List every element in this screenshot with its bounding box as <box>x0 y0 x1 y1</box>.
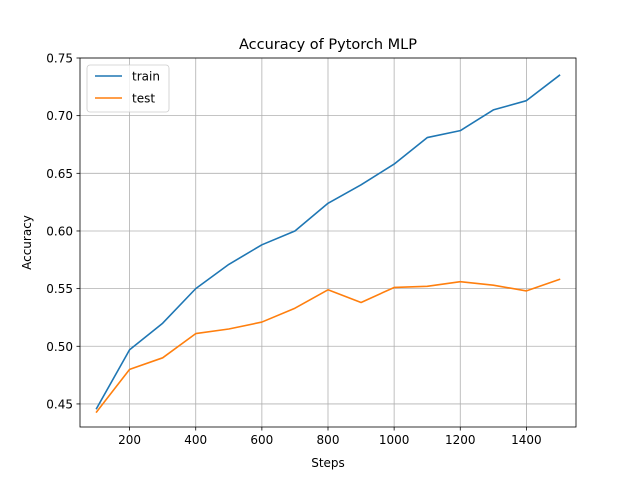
y-tick-label: 0.50 <box>46 340 73 354</box>
y-tick-label: 0.75 <box>46 52 73 66</box>
x-tick-label: 1400 <box>511 433 542 447</box>
y-axis-label: Accuracy <box>20 215 34 270</box>
legend-label-train: train <box>132 70 160 84</box>
legend-label-test: test <box>132 92 155 106</box>
y-tick-label: 0.45 <box>46 397 73 411</box>
x-tick-label: 1200 <box>445 433 476 447</box>
x-tick-label: 200 <box>118 433 141 447</box>
y-tick-label: 0.60 <box>46 224 73 238</box>
chart-title: Accuracy of Pytorch MLP <box>239 37 417 53</box>
y-tick-label: 0.70 <box>46 109 73 123</box>
legend: train test <box>86 64 170 113</box>
x-tick-label: 600 <box>250 433 273 447</box>
ticks: 200 400 600 800 1000 1200 1400 0.45 0.50 0.55 0.60… <box>46 52 541 448</box>
y-tick-label: 0.65 <box>46 167 73 181</box>
series-line-train <box>95 74 561 410</box>
x-axis-label: Steps <box>311 456 345 470</box>
x-tick-label: 1000 <box>379 433 410 447</box>
series-line-test <box>95 278 561 414</box>
x-tick-label: 800 <box>317 433 340 447</box>
series-layer <box>95 74 561 414</box>
x-tick-label: 400 <box>184 433 207 447</box>
y-tick-label: 0.55 <box>46 282 73 296</box>
